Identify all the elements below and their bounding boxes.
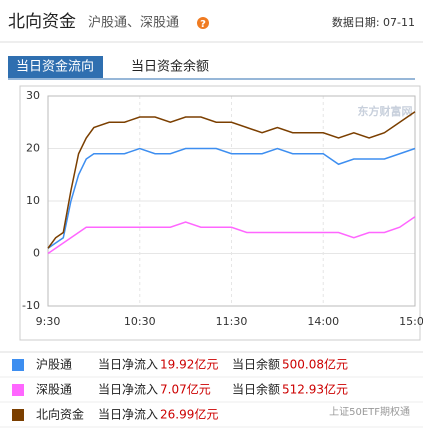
legend-label: 北向资金: [36, 407, 84, 422]
line: [47, 111, 416, 249]
help-text[interactable]: ?: [200, 19, 206, 30]
x-tick-label: 14:00: [307, 315, 339, 328]
net-value: 19.92亿元: [160, 357, 218, 372]
net-value: 26.99亿元: [160, 407, 218, 422]
balance-value: 500.08亿元: [282, 357, 348, 372]
net-value: 7.07亿元: [160, 382, 211, 397]
net-label: 当日净流入: [98, 408, 158, 422]
chart-frame: [19, 85, 421, 341]
line: [47, 147, 416, 249]
y-tick-label: 30: [26, 89, 40, 102]
legend-swatch: [12, 384, 24, 396]
y-tick-label: 0: [33, 247, 40, 260]
net-label: 当日净流入: [98, 358, 158, 372]
legend-swatch: [12, 359, 24, 371]
x-tick-label: 9:30: [36, 315, 61, 328]
y-tick-label: 10: [26, 194, 40, 207]
x-tick-label: 15:00: [399, 315, 423, 328]
title: 北向资金: [8, 12, 76, 32]
tab-active[interactable]: [8, 56, 103, 78]
line: [47, 216, 416, 255]
footer-watermark: 上证50ETF期权通: [329, 405, 410, 418]
plot-frame: [47, 95, 416, 307]
tab[interactable]: 当日资金流向: [16, 59, 94, 75]
balance-value: 512.93亿元: [282, 382, 348, 397]
x-tick-label: 11:30: [216, 315, 248, 328]
balance-label: 当日余额: [232, 382, 280, 397]
watermark: 东方财富网: [358, 104, 413, 118]
net-label: 当日净流入: [98, 383, 158, 397]
date: 数据日期: 07-11: [332, 15, 415, 29]
legend-label: 沪股通: [36, 358, 72, 372]
legend-label: 深股通: [36, 383, 72, 397]
tab[interactable]: 当日资金余额: [131, 59, 209, 75]
help-icon[interactable]: [197, 17, 209, 29]
y-tick-label: -10: [22, 299, 40, 312]
legend-swatch: [12, 409, 24, 421]
x-tick-label: 10:30: [124, 315, 156, 328]
subtitle: 沪股通、深股通: [88, 15, 179, 31]
balance-label: 当日余额: [232, 357, 280, 372]
y-tick-label: 20: [26, 142, 40, 155]
